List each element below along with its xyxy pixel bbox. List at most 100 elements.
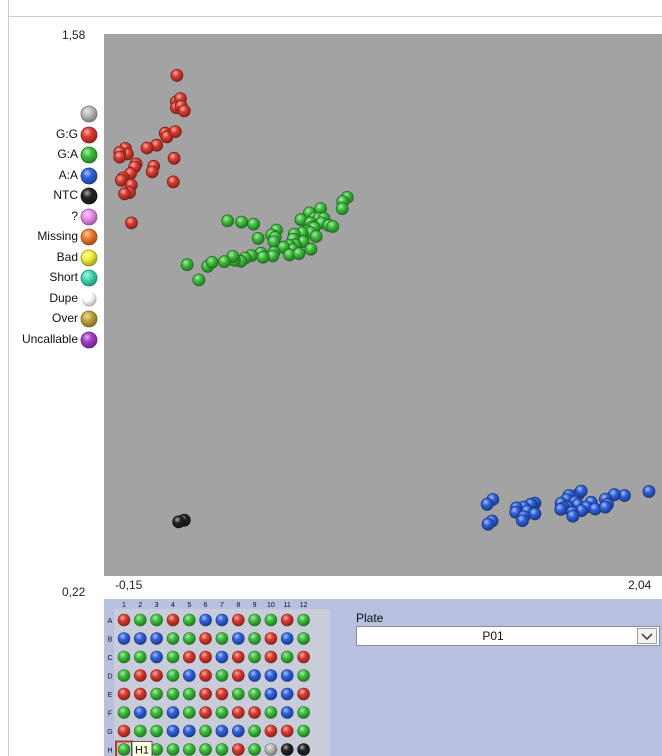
plate-well[interactable] [117, 687, 131, 701]
plate-well[interactable] [117, 706, 131, 719]
data-point[interactable] [170, 69, 184, 82]
plate-well[interactable] [166, 632, 180, 645]
plate-well[interactable] [150, 613, 163, 627]
plate-well[interactable] [133, 724, 147, 738]
plate-well[interactable] [264, 724, 278, 738]
plate-well[interactable] [297, 669, 310, 682]
plate-well[interactable] [264, 650, 278, 664]
plate-well[interactable] [166, 706, 180, 719]
plate-well[interactable] [133, 632, 147, 645]
data-point[interactable] [113, 150, 127, 164]
plate-well[interactable] [183, 613, 196, 627]
plate-well[interactable] [215, 687, 229, 701]
plate-well[interactable] [199, 632, 212, 645]
plate-well[interactable] [117, 632, 131, 645]
plate-well[interactable] [297, 724, 310, 738]
plate-well[interactable] [280, 743, 294, 756]
plate-well[interactable] [117, 724, 131, 738]
data-point[interactable] [326, 220, 340, 233]
plate-well[interactable] [248, 706, 261, 719]
plate-well[interactable] [280, 669, 294, 682]
plate-well[interactable] [133, 650, 147, 664]
plate-well[interactable] [264, 669, 278, 682]
data-point[interactable] [177, 104, 191, 118]
scatter-plot-area[interactable] [104, 34, 662, 576]
plate-well[interactable] [232, 706, 245, 719]
dropdown-arrow-button[interactable] [637, 628, 657, 644]
plate-well[interactable] [133, 706, 147, 719]
plate-well[interactable] [232, 613, 245, 627]
plate-well[interactable] [232, 724, 245, 738]
plate-well[interactable] [280, 650, 294, 664]
plate-well[interactable] [199, 669, 212, 682]
plate-well[interactable] [215, 613, 229, 627]
plate-well[interactable] [297, 613, 310, 627]
data-point[interactable] [118, 187, 132, 201]
data-point[interactable] [167, 151, 181, 165]
data-point[interactable] [554, 502, 568, 516]
plate-well[interactable] [248, 632, 261, 645]
plate-well[interactable] [117, 613, 131, 627]
plate-well[interactable] [215, 669, 229, 682]
plate-well[interactable] [215, 743, 229, 756]
plate-well[interactable] [199, 724, 212, 738]
plate-well[interactable] [297, 706, 310, 719]
data-point[interactable] [168, 125, 182, 138]
plate-well[interactable] [183, 687, 196, 701]
data-point[interactable] [480, 497, 494, 511]
plate-well[interactable] [117, 650, 131, 664]
plate-well[interactable] [183, 669, 196, 682]
plate-well[interactable] [248, 650, 261, 664]
plate-well[interactable] [264, 632, 278, 645]
plate-well[interactable] [264, 613, 278, 627]
plate-well[interactable] [215, 724, 229, 738]
data-point[interactable] [180, 258, 194, 272]
plate-well[interactable] [215, 706, 229, 719]
plate-well[interactable] [166, 650, 180, 664]
plate-well[interactable] [248, 669, 261, 682]
data-point[interactable] [528, 507, 542, 521]
plate-well[interactable] [280, 706, 294, 719]
plate-well[interactable] [248, 743, 261, 756]
plate-well[interactable] [280, 613, 294, 627]
data-point[interactable] [172, 515, 186, 529]
plate-well[interactable] [166, 613, 180, 627]
plate-well[interactable] [183, 724, 196, 738]
plate-well[interactable] [280, 632, 294, 645]
plate-well[interactable] [166, 669, 180, 682]
plate-well[interactable] [133, 687, 147, 701]
plate-well[interactable] [117, 743, 131, 756]
data-point[interactable] [217, 255, 231, 269]
plate-well[interactable] [199, 743, 212, 756]
data-point[interactable] [335, 202, 349, 216]
plate-dropdown[interactable]: P01 [356, 626, 660, 646]
plate-well[interactable] [232, 687, 245, 701]
plate-well[interactable] [215, 632, 229, 645]
plate-well[interactable] [264, 706, 278, 719]
plate-well[interactable] [183, 743, 196, 756]
plate-well[interactable] [297, 650, 310, 664]
data-point[interactable] [166, 175, 180, 189]
plate-well[interactable] [166, 724, 180, 738]
plate-well[interactable] [280, 687, 294, 701]
data-point[interactable] [642, 485, 656, 498]
plate-well[interactable] [232, 650, 245, 664]
data-point[interactable] [221, 214, 234, 228]
plate-well[interactable] [248, 613, 261, 627]
data-point[interactable] [235, 215, 249, 229]
data-point[interactable] [251, 231, 265, 245]
plate-well[interactable] [232, 669, 245, 682]
plate-well[interactable] [133, 669, 147, 682]
plate-well[interactable] [166, 687, 180, 701]
plate-well[interactable] [183, 632, 196, 645]
data-point[interactable] [192, 273, 206, 287]
data-point[interactable] [247, 217, 261, 231]
plate-well[interactable] [150, 724, 163, 738]
plate-well[interactable] [150, 706, 163, 719]
plate-well[interactable] [232, 632, 245, 645]
data-point[interactable] [205, 255, 219, 269]
plate-well[interactable] [199, 613, 212, 627]
plate-well[interactable] [248, 687, 261, 701]
data-point[interactable] [481, 517, 495, 531]
